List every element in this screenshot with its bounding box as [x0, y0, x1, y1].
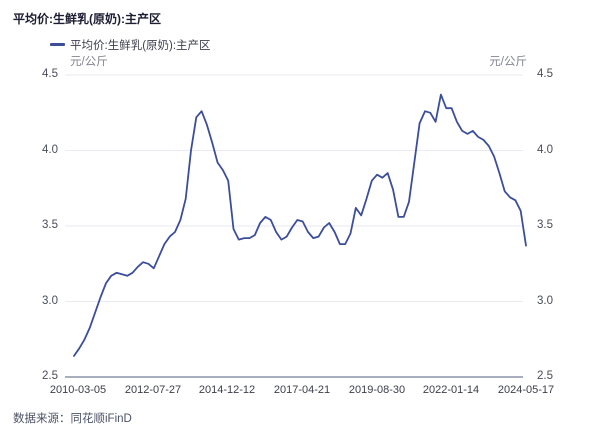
- y-axis-unit-left: 元/公斤: [70, 56, 108, 68]
- y-axis-tick-label-right: 2.5: [537, 370, 553, 382]
- legend-line-marker: [50, 43, 65, 46]
- y-axis-tick-label-right: 4.5: [537, 68, 553, 80]
- x-axis-tick-label: 2010-03-05: [49, 384, 107, 396]
- y-axis-tick-label-right: 3.0: [537, 295, 553, 307]
- y-axis-tick-label-left: 3.0: [42, 295, 58, 307]
- y-axis-tick-label-right: 3.5: [537, 219, 553, 231]
- y-axis-tick-label-left: 3.5: [42, 219, 58, 231]
- chart-title: 平均价:生鲜乳(原奶):主产区: [13, 12, 161, 26]
- y-axis-tick-label-left: 4.5: [42, 68, 58, 80]
- y-axis-tick-label-right: 4.0: [537, 144, 553, 156]
- x-axis-tick-label: 2014-12-12: [198, 384, 256, 396]
- price-line-chart: [65, 74, 527, 378]
- x-axis-tick-label: 2017-04-21: [273, 384, 331, 396]
- data-source: 数据来源：同花顺iFinD: [13, 413, 132, 425]
- y-axis-unit-right: 元/公斤: [489, 56, 527, 68]
- y-axis-tick-label-left: 4.0: [42, 144, 58, 156]
- y-axis-tick-label-left: 2.5: [42, 370, 58, 382]
- price-line: [73, 93, 527, 357]
- x-axis-tick-label: 2022-01-14: [422, 384, 480, 396]
- x-axis-tick-label: 2024-05-17: [497, 384, 555, 396]
- x-axis-tick-label: 2012-07-27: [124, 384, 182, 396]
- x-axis-tick-label: 2019-08-30: [348, 384, 406, 396]
- legend-label: 平均价:生鲜乳(原奶):主产区: [70, 40, 211, 52]
